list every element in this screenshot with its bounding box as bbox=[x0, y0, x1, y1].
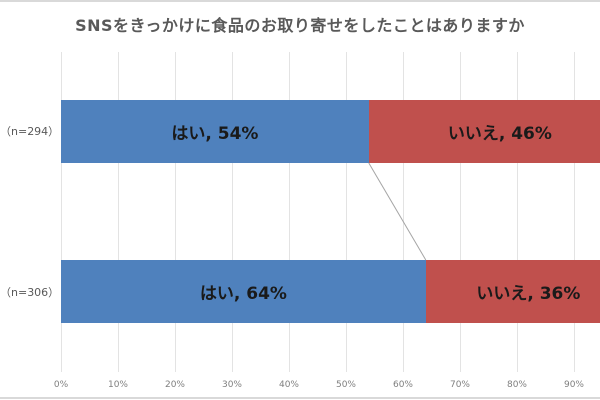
bar-1-no-segment: いいえ, 46% bbox=[368, 100, 600, 163]
gridline bbox=[574, 52, 575, 372]
gridline bbox=[517, 52, 518, 372]
x-tick-label: 80% bbox=[506, 380, 527, 390]
x-tick-label: 90% bbox=[563, 380, 584, 390]
x-tick-label: 10% bbox=[107, 380, 128, 390]
chart-title: SNSをきっかけに食品のお取り寄せをしたことはありますか bbox=[75, 16, 525, 35]
x-tick-label: 30% bbox=[221, 380, 242, 390]
category-label-1: （n=294） bbox=[0, 125, 60, 138]
gridline bbox=[61, 52, 62, 372]
x-tick-label: 40% bbox=[278, 380, 299, 390]
bar-2-yes-segment: はい, 64% bbox=[61, 260, 426, 323]
gridline bbox=[346, 52, 347, 372]
gridline bbox=[118, 52, 119, 372]
bar-1-yes-segment: はい, 54% bbox=[61, 100, 369, 163]
gridline bbox=[232, 52, 233, 372]
x-tick-label: 70% bbox=[449, 380, 470, 390]
bar-1-no-label: いいえ, 46% bbox=[447, 124, 552, 144]
x-tick-label: 20% bbox=[164, 380, 185, 390]
gridline bbox=[289, 52, 290, 372]
bar-2-yes-label: はい, 64% bbox=[199, 284, 287, 304]
x-tick-label: 0% bbox=[53, 380, 69, 390]
gridline bbox=[460, 52, 461, 372]
bar-2-no-label: いいえ, 36% bbox=[476, 284, 581, 304]
frame-top-border bbox=[0, 0, 600, 2]
frame-bottom-border bbox=[0, 397, 600, 399]
gridline bbox=[403, 52, 404, 372]
bar-2-no-segment: いいえ, 36% bbox=[425, 260, 600, 323]
gridline bbox=[175, 52, 176, 372]
x-tick-label: 60% bbox=[392, 380, 413, 390]
x-tick-label: 50% bbox=[335, 380, 356, 390]
bar-1-yes-label: はい, 54% bbox=[171, 124, 259, 144]
category-label-2: （n=306） bbox=[0, 286, 60, 299]
